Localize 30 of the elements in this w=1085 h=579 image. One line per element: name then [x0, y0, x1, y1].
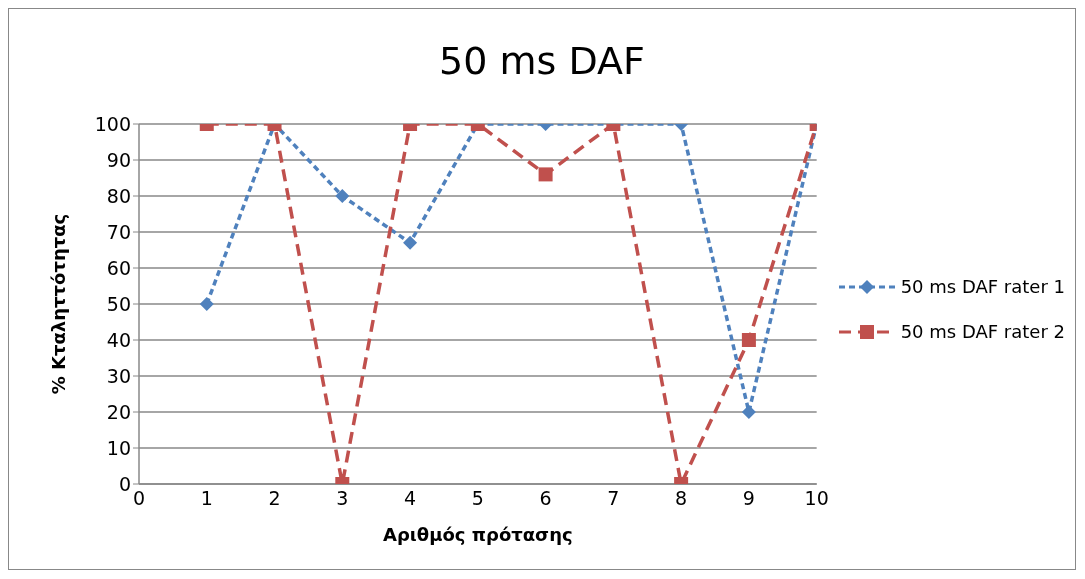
y-tick-label: 50	[106, 292, 131, 315]
point	[199, 297, 214, 311]
point	[403, 235, 418, 250]
y-tick-label: 90	[106, 148, 131, 171]
y-tick-label: 20	[106, 400, 131, 423]
x-tick-label: 1	[200, 487, 213, 510]
y-axis-title: % Κταληττότητας	[48, 213, 70, 395]
x-axis-title: Αριθμός πρότασης	[383, 524, 573, 545]
y-tick-label: 100	[94, 112, 131, 135]
x-tick-label: 8	[675, 487, 688, 510]
x-tick-label: 5	[471, 487, 484, 510]
y-tick-label: 60	[106, 256, 131, 279]
x-tick-label: 10	[804, 487, 829, 510]
legend-label: 50 ms DAF rater 1	[900, 276, 1065, 297]
chart-title: 50 ms DAF	[438, 39, 646, 83]
x-tick-label: 6	[539, 487, 552, 510]
x-tick-label: 2	[268, 487, 281, 510]
x-tick-label: 3	[336, 487, 349, 510]
x-tick-label: 7	[607, 487, 620, 510]
point	[741, 333, 756, 347]
x-tick-label: 0	[132, 487, 146, 510]
y-tick-label: 40	[106, 328, 131, 351]
x-tick-label: 4	[404, 487, 417, 510]
y-tick-label: 70	[106, 220, 131, 243]
y-tick-label: 30	[106, 364, 131, 387]
y-tick-label: 10	[106, 436, 131, 459]
y-tick-label: 80	[106, 184, 131, 207]
y-tick-label: 0	[118, 472, 131, 495]
x-tick-label: 9	[742, 487, 755, 510]
legend-label: 50 ms DAF rater 2	[900, 321, 1065, 342]
